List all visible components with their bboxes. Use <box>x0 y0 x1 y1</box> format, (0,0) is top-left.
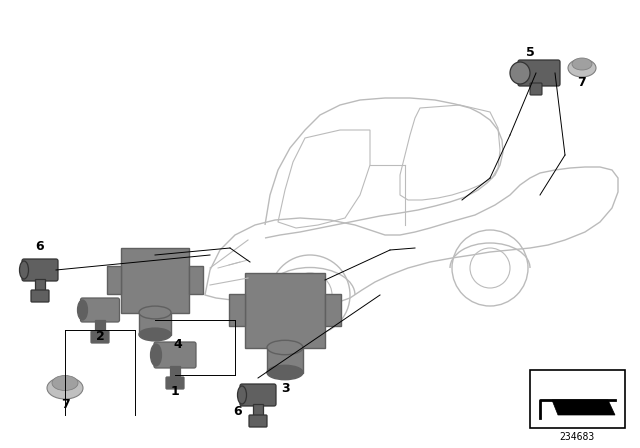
Polygon shape <box>189 266 203 294</box>
Ellipse shape <box>150 344 161 366</box>
FancyBboxPatch shape <box>35 279 45 291</box>
Text: 6: 6 <box>234 405 243 418</box>
FancyBboxPatch shape <box>530 83 542 95</box>
Ellipse shape <box>267 365 303 380</box>
FancyBboxPatch shape <box>166 377 184 389</box>
Ellipse shape <box>267 340 303 355</box>
Text: 7: 7 <box>61 398 69 411</box>
Ellipse shape <box>568 59 596 77</box>
Polygon shape <box>229 294 245 326</box>
Ellipse shape <box>19 261 29 279</box>
FancyBboxPatch shape <box>253 404 263 416</box>
Ellipse shape <box>47 377 83 399</box>
FancyBboxPatch shape <box>154 342 196 368</box>
Text: 6: 6 <box>36 240 44 253</box>
Text: 4: 4 <box>173 338 182 351</box>
FancyBboxPatch shape <box>240 384 276 406</box>
Ellipse shape <box>77 300 88 320</box>
FancyBboxPatch shape <box>530 370 625 428</box>
FancyBboxPatch shape <box>245 272 325 348</box>
FancyBboxPatch shape <box>170 366 180 378</box>
Ellipse shape <box>52 375 78 391</box>
FancyBboxPatch shape <box>95 320 105 332</box>
Ellipse shape <box>510 62 530 84</box>
Text: 2: 2 <box>95 330 104 343</box>
Ellipse shape <box>139 328 171 341</box>
FancyBboxPatch shape <box>518 60 560 86</box>
FancyBboxPatch shape <box>91 331 109 343</box>
FancyBboxPatch shape <box>139 313 171 335</box>
Ellipse shape <box>237 386 246 404</box>
Ellipse shape <box>572 58 592 70</box>
Polygon shape <box>107 266 121 294</box>
Text: 7: 7 <box>578 76 586 89</box>
Text: 234683: 234683 <box>559 432 595 442</box>
Polygon shape <box>325 294 341 326</box>
Text: 1: 1 <box>171 385 179 398</box>
FancyBboxPatch shape <box>22 259 58 281</box>
FancyBboxPatch shape <box>81 298 120 322</box>
FancyBboxPatch shape <box>31 290 49 302</box>
FancyBboxPatch shape <box>249 415 267 427</box>
Text: 5: 5 <box>525 46 534 59</box>
Text: 3: 3 <box>281 382 289 395</box>
FancyBboxPatch shape <box>267 348 303 372</box>
FancyBboxPatch shape <box>121 247 189 313</box>
Ellipse shape <box>139 306 171 319</box>
Polygon shape <box>552 400 615 415</box>
